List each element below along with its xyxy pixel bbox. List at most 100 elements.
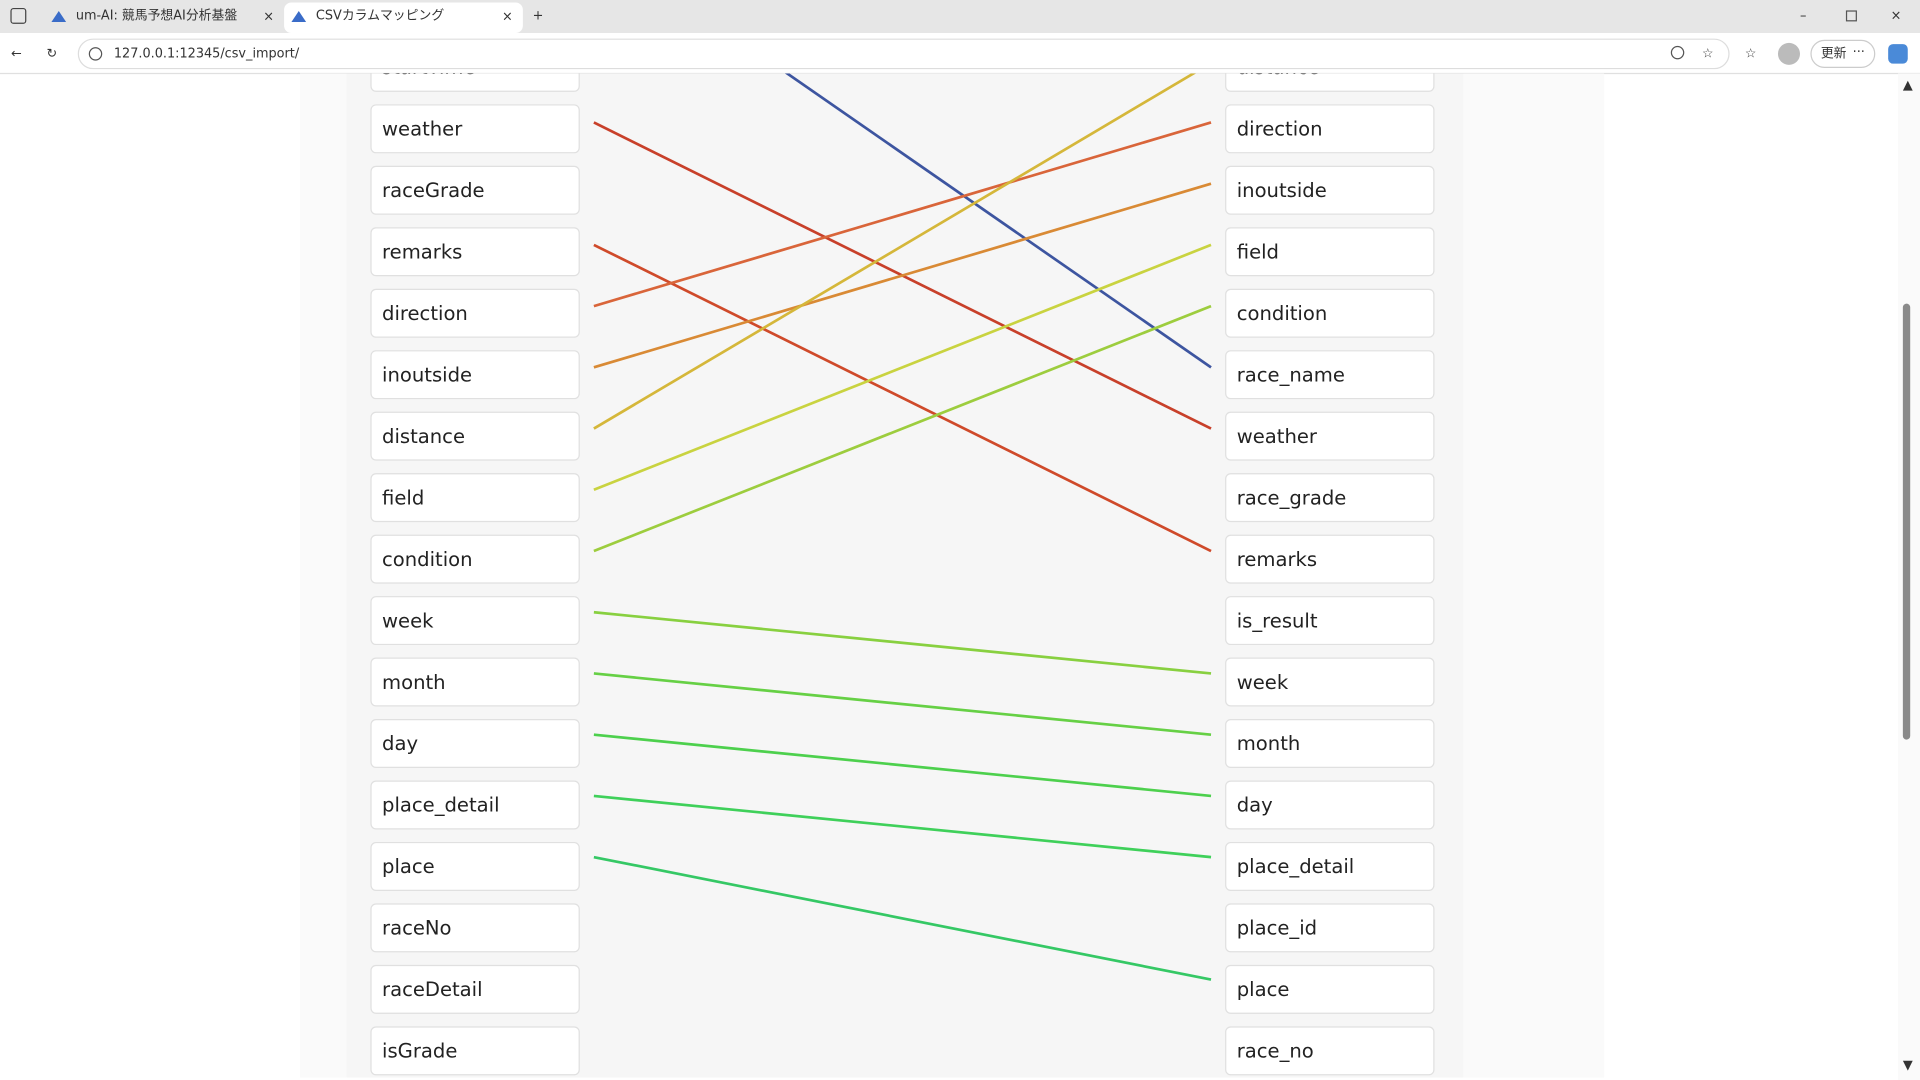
column-box[interactable] [370, 350, 580, 400]
tab-actions[interactable] [10, 7, 27, 24]
column-box[interactable] [370, 719, 580, 769]
mapping-line [593, 610, 1212, 675]
minimize[interactable]: – [1800, 8, 1806, 23]
column-name: raceDetail [382, 978, 483, 1001]
column-box[interactable] [1225, 165, 1435, 215]
column-name: field [1237, 240, 1279, 263]
column-box[interactable] [1225, 227, 1435, 277]
scrollbar-thumb[interactable] [1902, 303, 1911, 740]
column-box[interactable] [1225, 596, 1435, 646]
column-name: place_detail [382, 794, 500, 817]
mapping-line [593, 794, 1212, 859]
column-box[interactable] [370, 841, 580, 891]
column-box[interactable] [1225, 411, 1435, 461]
column-box[interactable] [1225, 1026, 1435, 1076]
address-bar[interactable] [77, 38, 1730, 70]
tab-icon [291, 11, 307, 23]
column-name: inoutside [382, 363, 472, 386]
column-name: day [382, 732, 418, 755]
mapping-line [593, 73, 1197, 430]
back-button[interactable]: ← [11, 46, 22, 61]
column-box[interactable] [1225, 841, 1435, 891]
profile[interactable] [1777, 42, 1800, 65]
column-box[interactable] [370, 288, 580, 338]
column-name: distance [382, 425, 465, 448]
menu[interactable]: ··· [1853, 45, 1865, 60]
column-name: condition [382, 548, 473, 571]
new-tab[interactable]: + [533, 8, 544, 23]
column-box[interactable] [370, 596, 580, 646]
content: startTime weather raceGrade remarks directio… [300, 43, 1605, 1078]
mapping-line [593, 304, 1212, 553]
column-name: race_name [1237, 363, 1345, 386]
zoom-icon[interactable] [1670, 45, 1685, 60]
tab-active[interactable] [284, 2, 523, 34]
column-box[interactable] [370, 964, 580, 1014]
column-box[interactable] [370, 534, 580, 584]
favorite-icon[interactable]: ☆ [1702, 46, 1714, 61]
column-box[interactable] [370, 165, 580, 215]
column-name: condition [1237, 302, 1328, 325]
column-box[interactable] [370, 411, 580, 461]
scroll-down[interactable]: ▼ [1903, 1058, 1913, 1073]
column-box[interactable] [1225, 780, 1435, 830]
column-box[interactable] [370, 227, 580, 277]
column-name: startTime [382, 56, 476, 79]
column-name: month [1237, 732, 1301, 755]
column-name: remarks [382, 240, 462, 263]
column-name: isGrade [382, 1040, 457, 1063]
column-name: race_no [1237, 1040, 1314, 1063]
site-info[interactable] [88, 47, 103, 61]
column-box[interactable] [1225, 657, 1435, 707]
column-box[interactable] [1225, 903, 1435, 953]
tab-title: CSVカラムマッピング [316, 8, 444, 23]
column-name: day [1237, 794, 1273, 817]
column-name: weather [1237, 425, 1318, 448]
close-window[interactable]: × [1891, 8, 1902, 23]
column-name: remarks [1237, 548, 1317, 571]
mapping-line [593, 121, 1212, 308]
column-box[interactable] [370, 104, 580, 154]
tab-close[interactable]: × [263, 10, 274, 25]
column-box[interactable] [1225, 534, 1435, 584]
column-box[interactable] [1225, 288, 1435, 338]
column-box[interactable] [370, 657, 580, 707]
column-name: place [382, 855, 435, 878]
tab[interactable] [40, 2, 281, 34]
favorites-icon[interactable]: ☆ [1745, 46, 1757, 61]
column-box[interactable] [370, 1026, 580, 1076]
scroll-up[interactable]: ▲ [1903, 78, 1913, 93]
mapping-line [593, 733, 1212, 798]
mapping-line [593, 243, 1212, 553]
column-name: month [382, 671, 446, 694]
tab-close[interactable]: × [502, 10, 513, 25]
copilot[interactable] [1888, 44, 1908, 64]
column-name: direction [382, 302, 468, 325]
restore[interactable] [1845, 10, 1857, 22]
mapping-line [593, 182, 1212, 369]
column-name: field [382, 486, 424, 509]
column-box[interactable] [1225, 43, 1435, 92]
update-button[interactable] [1810, 39, 1876, 68]
column-name: week [1237, 671, 1289, 694]
column-box[interactable] [370, 903, 580, 953]
column-box[interactable] [1225, 964, 1435, 1014]
column-box[interactable] [370, 473, 580, 523]
column-box[interactable] [1225, 719, 1435, 769]
column-box[interactable] [1225, 350, 1435, 400]
mapping-line [784, 73, 1212, 369]
column-box[interactable] [1225, 104, 1435, 154]
column-box[interactable] [370, 43, 580, 92]
column-name: place [1237, 978, 1290, 1001]
update-label: 更新 [1821, 45, 1847, 61]
column-name: raceNo [382, 917, 451, 940]
column-name: raceGrade [382, 179, 485, 202]
column-box[interactable] [370, 780, 580, 830]
reload-button[interactable]: ↻ [47, 46, 58, 61]
column-box[interactable] [1225, 473, 1435, 523]
column-name: distance [1237, 56, 1320, 79]
mapping-lines [593, 73, 1212, 981]
tab-title: um-AI: 競馬予想AI分析基盤 [76, 7, 237, 23]
